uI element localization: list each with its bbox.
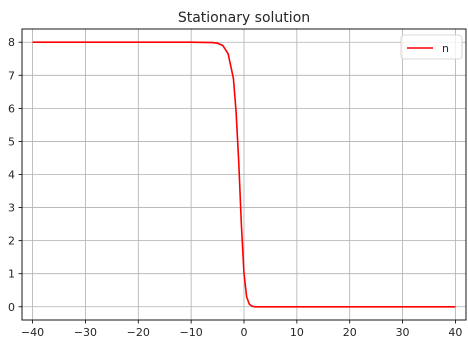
y-tick-label: 1	[8, 268, 15, 281]
legend-box	[401, 35, 462, 59]
y-tick-label: 3	[8, 202, 15, 215]
legend: n	[401, 35, 462, 59]
y-tick-label: 5	[8, 135, 15, 148]
x-tick-label: 40	[448, 326, 462, 339]
y-tick-label: 2	[8, 235, 15, 248]
y-tick-label: 8	[8, 36, 15, 49]
x-tick-label: −30	[74, 326, 97, 339]
x-tick-label: −40	[21, 326, 44, 339]
y-tick-label: 0	[8, 301, 15, 314]
legend-label: n	[442, 42, 449, 55]
axis-ticks: −40 −30 −20 −10 0 10 20 30 40 0 1 2 3 4 5 6 7 8	[8, 36, 462, 339]
y-tick-label: 7	[8, 69, 15, 82]
x-tick-label: 30	[396, 326, 410, 339]
x-tick-label: 10	[290, 326, 304, 339]
x-tick-label: 0	[241, 326, 248, 339]
y-tick-label: 4	[8, 169, 15, 182]
x-tick-label: 20	[343, 326, 357, 339]
y-tick-label: 6	[8, 102, 15, 115]
x-tick-label: −20	[127, 326, 150, 339]
x-tick-label: −10	[180, 326, 203, 339]
chart-title: Stationary solution	[178, 10, 310, 26]
